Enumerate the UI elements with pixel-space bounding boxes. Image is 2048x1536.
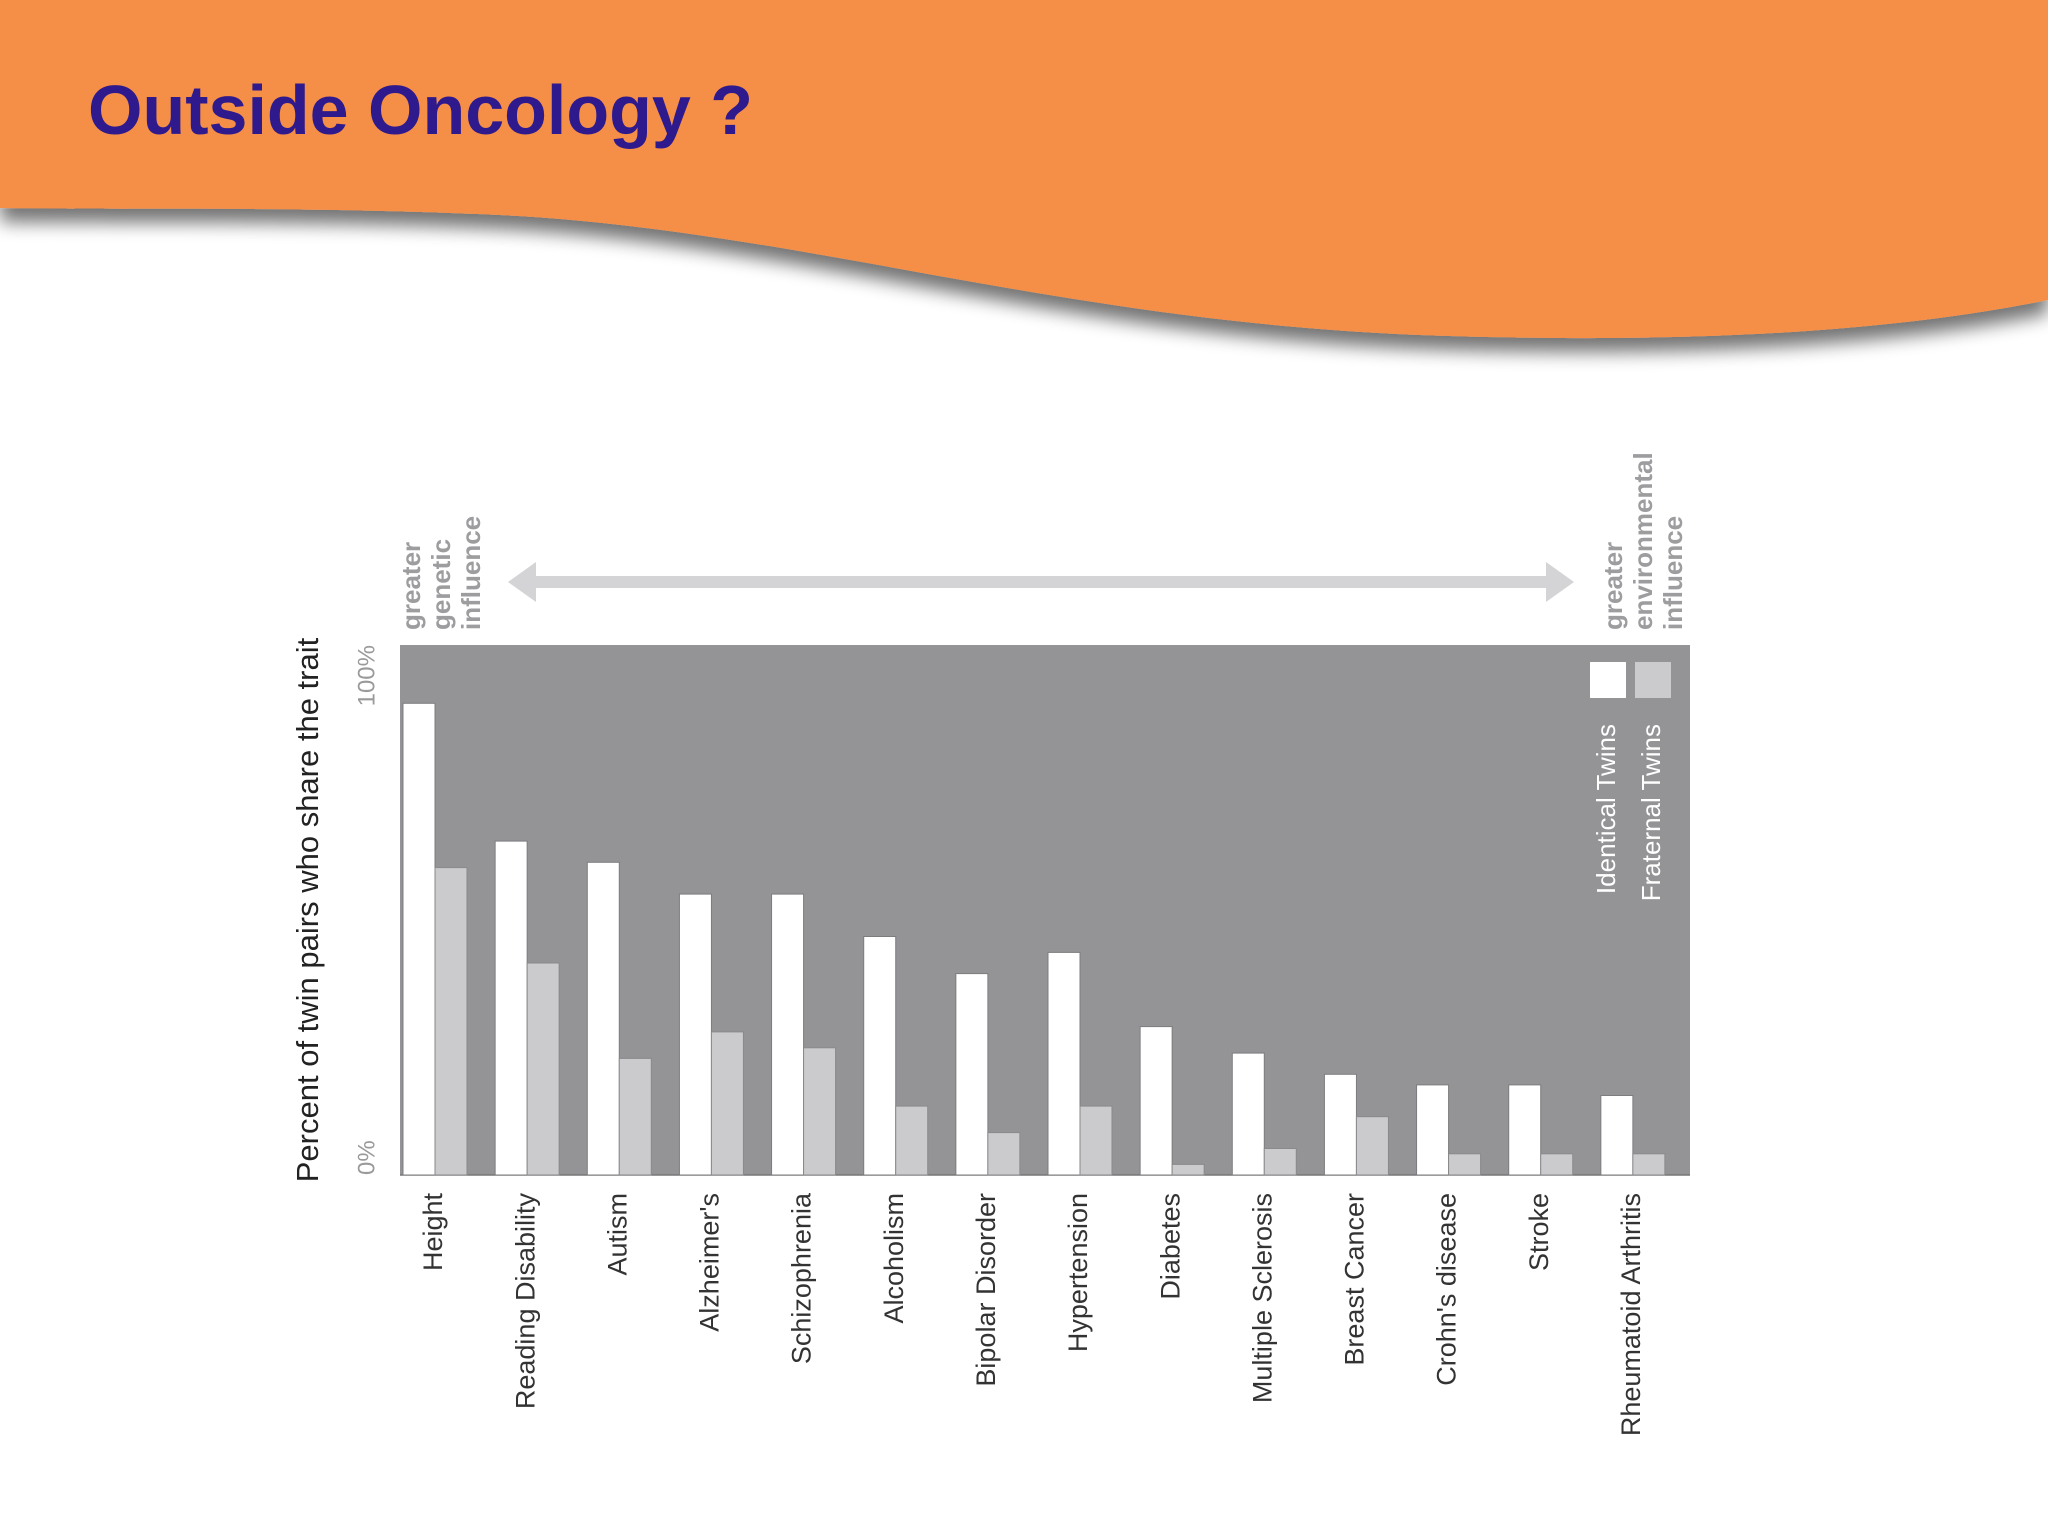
bar-fraternal-0: [434, 867, 468, 1176]
x-tick-label: Stroke: [1524, 1193, 1554, 1271]
bar-fraternal-11: [1448, 1153, 1482, 1176]
x-tick-label: Bipolar Disorder: [971, 1193, 1001, 1387]
bar-fraternal-7: [1079, 1105, 1113, 1176]
x-tick-label: Crohn's disease: [1432, 1193, 1462, 1386]
annotation-genetic-influence: influence: [456, 516, 486, 630]
arrow-head-left: [508, 562, 536, 602]
annotation-genetic-influence: genetic: [426, 539, 456, 630]
x-tick-label: Autism: [602, 1193, 632, 1276]
x-tick-label: Diabetes: [1155, 1193, 1185, 1300]
y-axis-label: Percent of twin pairs who share the trai…: [290, 637, 325, 1182]
annotation-environmental-influence: influence: [1658, 516, 1688, 630]
bar-fraternal-13: [1632, 1153, 1666, 1176]
bar-identical-13: [1600, 1095, 1634, 1176]
bar-fraternal-2: [618, 1057, 652, 1176]
y-tick-label: 100%: [353, 645, 380, 706]
bar-fraternal-8: [1171, 1163, 1205, 1176]
x-tick-label: Alcoholism: [879, 1193, 909, 1324]
legend-label: Fraternal Twins: [1636, 724, 1666, 901]
x-tick-label: Alzheimer's: [695, 1193, 725, 1332]
banner-wave: [0, 0, 2048, 339]
bar-identical-2: [586, 861, 620, 1176]
bar-identical-3: [678, 893, 712, 1176]
bar-fraternal-12: [1540, 1153, 1574, 1176]
arrow-head-right: [1546, 562, 1574, 602]
header-banner: [0, 0, 2048, 339]
legend-swatch-identical: [1590, 662, 1626, 698]
bar-identical-1: [494, 840, 528, 1176]
bar-identical-8: [1139, 1026, 1173, 1176]
bar-identical-9: [1231, 1052, 1265, 1176]
x-tick-label: Rheumatoid Arthritis: [1616, 1193, 1646, 1436]
bar-fraternal-5: [895, 1105, 929, 1176]
bar-fraternal-1: [526, 962, 560, 1176]
legend-label: Identical Twins: [1591, 724, 1621, 894]
x-tick-label: Schizophrenia: [787, 1192, 817, 1364]
bar-fraternal-3: [710, 1031, 744, 1176]
bar-identical-12: [1508, 1084, 1542, 1176]
bar-fraternal-4: [803, 1047, 837, 1176]
bar-fraternal-9: [1263, 1148, 1297, 1176]
x-tick-label: Reading Disability: [510, 1193, 540, 1410]
y-tick-label: 0%: [353, 1140, 380, 1175]
bar-identical-4: [771, 893, 805, 1176]
bar-identical-7: [1047, 951, 1081, 1176]
annotation-environmental-influence: greater: [1598, 542, 1628, 630]
x-tick-label: Height: [418, 1193, 448, 1272]
bar-identical-0: [402, 702, 436, 1176]
bar-identical-10: [1323, 1073, 1357, 1176]
x-tick-label: Breast Cancer: [1340, 1193, 1370, 1366]
annotation-genetic-influence: greater: [396, 542, 426, 630]
bar-identical-6: [955, 973, 989, 1176]
annotation-environmental-influence: environmental: [1628, 452, 1658, 630]
bar-fraternal-10: [1355, 1116, 1389, 1176]
bar-identical-5: [863, 936, 897, 1176]
x-tick-label: Hypertension: [1063, 1193, 1093, 1352]
page-title: Outside Oncology ?: [88, 71, 754, 149]
bar-fraternal-6: [987, 1132, 1021, 1176]
legend-swatch-fraternal: [1635, 662, 1671, 698]
bar-identical-11: [1416, 1084, 1450, 1176]
x-tick-label: Multiple Sclerosis: [1247, 1193, 1277, 1403]
